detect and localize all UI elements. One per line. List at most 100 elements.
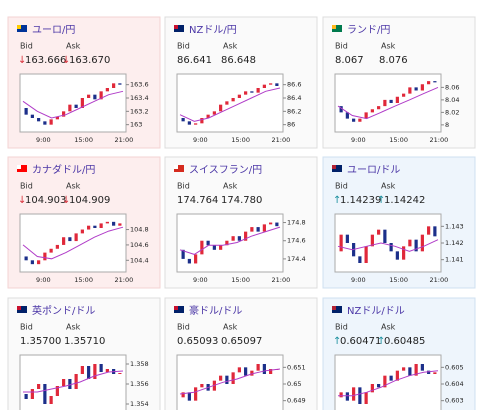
moving-average xyxy=(337,86,439,120)
candle xyxy=(275,222,279,227)
ask-label: Ask xyxy=(381,323,396,332)
moving-average xyxy=(337,239,439,252)
ask-value: 86.648 xyxy=(221,55,256,66)
bid-label: Bid xyxy=(177,42,190,51)
bid-label: Bid xyxy=(177,323,190,332)
card-title: 豪ドル/ドル xyxy=(189,304,242,317)
ask-value: 163.670 xyxy=(69,55,110,66)
x-tick-label: 21:00 xyxy=(272,136,291,144)
chart-frame xyxy=(334,213,442,273)
flag xyxy=(174,306,184,313)
y-tick-label: 1.141 xyxy=(445,256,464,264)
rate-card[interactable]: ランド/円 Bid Ask 8.067 8.076 8 8.02 8.04 8.06 9:00 15… xyxy=(322,16,476,149)
x-tick-label: 15:00 xyxy=(389,136,408,144)
bid-label: Bid xyxy=(177,182,190,191)
rate-card[interactable]: スイスフラン/円 Bid Ask 174.764 174.780 174.4 174.6 17… xyxy=(164,156,318,289)
candle xyxy=(24,394,28,399)
y-tick-label: 8.06 xyxy=(445,83,459,91)
candle xyxy=(80,229,84,234)
y-tick-label: 163.2 xyxy=(130,107,149,115)
bid-value: 104.903 xyxy=(25,195,66,206)
candle xyxy=(408,367,412,376)
bid-value: 86.641 xyxy=(177,55,212,66)
candle xyxy=(262,224,266,232)
trend-arrow: ↑ xyxy=(377,336,385,347)
candle xyxy=(389,375,393,381)
candle xyxy=(370,384,374,393)
rate-card[interactable]: 英ポンド/ドル Bid Ask 1.35700 1.35710 1.354 1.356 1.3… xyxy=(7,297,161,414)
candle xyxy=(364,246,368,263)
candle xyxy=(414,87,418,91)
candle xyxy=(87,366,91,379)
y-tick-label: 8 xyxy=(445,121,449,129)
candle xyxy=(269,222,273,225)
candle xyxy=(187,121,191,125)
y-tick-label: 8.04 xyxy=(445,96,459,104)
y-tick-label: 163 xyxy=(130,121,142,129)
ask-label: Ask xyxy=(381,42,396,51)
ask-value: 1.14242 xyxy=(384,195,425,206)
y-tick-label: 0.605 xyxy=(445,363,464,371)
candle xyxy=(200,118,204,124)
flag xyxy=(174,165,184,172)
y-tick-label: 0.649 xyxy=(287,397,306,405)
moving-average xyxy=(338,370,439,397)
candle xyxy=(87,225,91,230)
candle xyxy=(244,231,248,241)
ask-label: Ask xyxy=(381,182,396,191)
moving-average xyxy=(179,226,281,255)
candle xyxy=(395,96,399,103)
flag xyxy=(332,306,336,310)
y-tick-label: 86.2 xyxy=(287,107,301,115)
x-tick-label: 9:00 xyxy=(36,276,51,284)
candle xyxy=(181,249,185,259)
candle xyxy=(105,88,109,92)
candle xyxy=(414,364,418,376)
card-title: NZドル/円 xyxy=(189,25,237,36)
y-tick-label: 174.8 xyxy=(287,219,306,227)
candle xyxy=(206,114,210,118)
x-tick-label: 9:00 xyxy=(36,136,51,144)
candle xyxy=(55,116,59,120)
x-tick-label: 21:00 xyxy=(430,276,449,284)
candle xyxy=(427,370,431,374)
ask-value: 1.35710 xyxy=(64,336,105,347)
x-tick-label: 15:00 xyxy=(231,136,250,144)
candle xyxy=(194,254,198,264)
candle xyxy=(37,260,41,265)
card-title: カナダドル/円 xyxy=(32,163,95,176)
flag xyxy=(332,165,336,169)
candle xyxy=(187,258,191,264)
candle xyxy=(74,374,78,389)
chart-frame xyxy=(176,354,284,414)
candle xyxy=(383,375,387,388)
candle xyxy=(358,118,362,122)
candle xyxy=(389,99,393,103)
candle xyxy=(30,389,34,399)
candle xyxy=(206,240,210,246)
ask-label: Ask xyxy=(66,323,81,332)
y-tick-label: 1.358 xyxy=(130,360,149,368)
candle xyxy=(377,229,381,235)
y-tick-label: 0.603 xyxy=(445,397,464,405)
candle xyxy=(200,384,204,388)
y-tick-label: 8.02 xyxy=(445,108,459,116)
candle xyxy=(408,87,412,94)
candle xyxy=(427,81,431,85)
x-tick-label: 21:00 xyxy=(115,136,134,144)
rate-card[interactable]: NZドル/円 Bid Ask 86.641 86.648 86 86.2 86.4 86.6 9:… xyxy=(164,16,318,149)
candle xyxy=(250,370,254,376)
card-title: 英ポンド/ドル xyxy=(32,304,95,317)
candle xyxy=(212,245,216,250)
trend-arrow: ↓ xyxy=(18,195,26,206)
bid-label: Bid xyxy=(335,323,348,332)
rate-card[interactable]: 豪ドル/ドル Bid Ask 0.65093 0.65097 0.649 0.65 0.651… xyxy=(164,297,318,414)
candle xyxy=(62,379,66,386)
ask-label: Ask xyxy=(223,42,238,51)
y-tick-label: 1.143 xyxy=(445,222,464,230)
